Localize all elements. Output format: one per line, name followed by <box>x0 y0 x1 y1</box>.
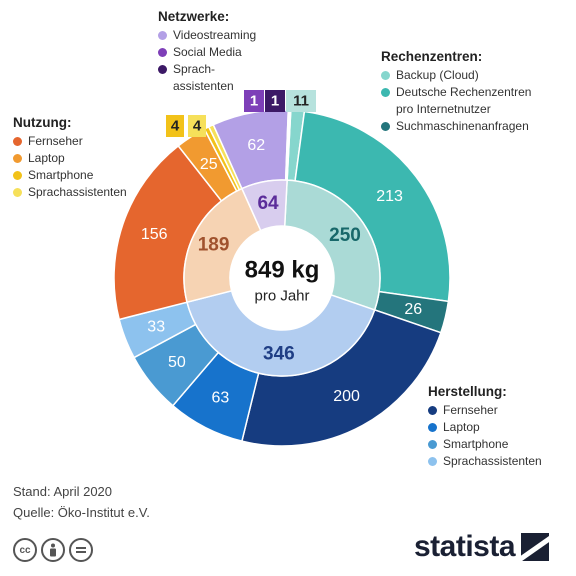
value-tag <box>244 90 264 112</box>
value-tag <box>188 115 206 137</box>
legend-item: Sprach- assistenten <box>158 61 256 95</box>
legend-label: Laptop <box>443 420 480 434</box>
legend-label: Social Media <box>173 45 242 59</box>
outer-slice-label: 63 <box>211 390 229 407</box>
legend-item: Smartphone <box>13 167 127 184</box>
legend-label: Sprachassistenten <box>443 454 542 468</box>
legend-item: Smartphone <box>428 436 542 453</box>
inner-slice-label: 250 <box>329 225 361 246</box>
legend-item: Laptop <box>13 150 127 167</box>
inner-slice-label: 346 <box>263 343 295 364</box>
legend-item: Deutsche Rechenzentren pro Internetnutze… <box>381 84 531 118</box>
statista-logo-icon <box>521 533 550 561</box>
legend-label: Laptop <box>28 151 65 165</box>
value-tag-label: 1 <box>250 93 258 110</box>
value-tag-label: 11 <box>293 93 309 110</box>
outer-slice-label: 200 <box>333 388 360 405</box>
outer-slice-label: 62 <box>247 137 265 154</box>
legend-swatch <box>158 31 167 40</box>
nd-icon <box>69 538 93 562</box>
legend-item: Fernseher <box>428 402 542 419</box>
statista-logo: statista <box>414 530 550 564</box>
center-subtitle: pro Jahr <box>254 288 309 305</box>
legend-label: Sprachassistenten <box>28 185 127 199</box>
center-total: 849 kg <box>245 257 320 284</box>
legend-swatch <box>13 188 22 197</box>
value-tag-label: 4 <box>193 118 202 135</box>
legend-nutzung-title: Nutzung: <box>13 115 72 130</box>
legend-swatch <box>428 423 437 432</box>
legend-swatch <box>158 48 167 57</box>
legend-rechenzentren: Rechenzentren: Backup (Cloud) Deutsche Rec… <box>381 48 531 135</box>
value-tag <box>286 90 316 112</box>
legend-item: Social Media <box>158 44 256 61</box>
donut-hole <box>230 226 334 330</box>
legend-label: Suchmaschinenanfragen <box>396 119 529 133</box>
footer-source: Quelle: Öko-Institut e.V. <box>13 505 150 520</box>
value-tag <box>265 90 285 112</box>
legend-herstellung: Herstellung: Fernseher Laptop Smartphone Spr… <box>428 383 542 470</box>
legend-label: Smartphone <box>28 168 94 182</box>
legend-label: Videostreaming <box>173 28 257 42</box>
legend-swatch <box>428 440 437 449</box>
legend-item: Sprachassistenten <box>13 184 127 201</box>
outer-slice-label: 25 <box>200 156 218 173</box>
legend-item: Suchmaschinenanfragen <box>381 118 531 135</box>
legend-swatch <box>13 154 22 163</box>
value-tag-label: 1 <box>271 93 279 110</box>
legend-item: Sprachassistenten <box>428 453 542 470</box>
legend-label: Smartphone <box>443 437 509 451</box>
legend-swatch <box>428 406 437 415</box>
legend-nutzung: Nutzung: Fernseher Laptop Smartphone Spracha… <box>13 114 127 201</box>
outer-slice-label: 26 <box>404 301 422 318</box>
outer-slice-label: 156 <box>141 226 168 243</box>
legend-swatch <box>381 122 390 131</box>
legend-item: Laptop <box>428 419 542 436</box>
legend-label: Fernseher <box>28 134 83 148</box>
legend-swatch <box>381 88 390 97</box>
outer-slice-label: 50 <box>168 354 186 371</box>
legend-label: Sprach- assistenten <box>173 62 234 93</box>
outer-slice-label: 33 <box>147 318 165 335</box>
legend-netzwerke-title: Netzwerke: <box>158 9 230 24</box>
license-icons: cc <box>13 538 93 562</box>
inner-slice-label: 189 <box>198 234 230 255</box>
by-icon <box>41 538 65 562</box>
legend-label: Fernseher <box>443 403 498 417</box>
legend-swatch <box>13 137 22 146</box>
legend-netzwerke: Netzwerke: Videostreaming Social Media Spra… <box>158 8 256 95</box>
legend-item: Videostreaming <box>158 27 256 44</box>
legend-label: Deutsche Rechenzentren pro Internetnutze… <box>396 85 532 116</box>
inner-slice-label: 64 <box>257 193 279 214</box>
cc-icon: cc <box>13 538 37 562</box>
legend-item: Backup (Cloud) <box>381 67 531 84</box>
legend-swatch <box>428 457 437 466</box>
footer-stand: Stand: April 2020 <box>13 484 113 499</box>
legend-herstellung-title: Herstellung: <box>428 384 507 399</box>
legend-swatch <box>13 171 22 180</box>
legend-rechenzentren-title: Rechenzentren: <box>381 49 483 64</box>
value-tag <box>166 115 184 137</box>
legend-label: Backup (Cloud) <box>396 68 479 82</box>
outer-slice-label: 213 <box>376 188 403 205</box>
legend-item: Fernseher <box>13 133 127 150</box>
value-tag-label: 4 <box>171 118 180 135</box>
legend-swatch <box>381 71 390 80</box>
brand-name: statista <box>414 530 516 563</box>
legend-swatch <box>158 65 167 74</box>
